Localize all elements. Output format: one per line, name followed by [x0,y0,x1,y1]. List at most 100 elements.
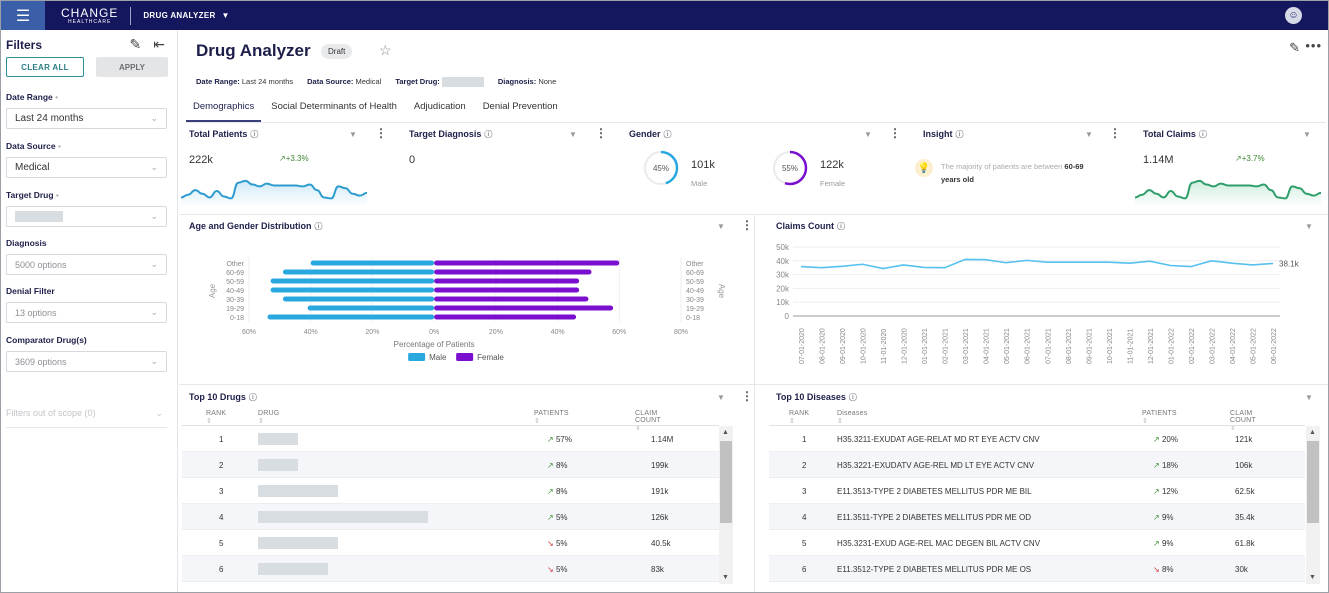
data-point[interactable] [1148,260,1151,263]
info-icon[interactable]: ⓘ [484,130,493,139]
data-point[interactable] [861,263,864,266]
apply-button[interactable]: APPLY [96,57,168,77]
data-point[interactable] [1189,265,1192,268]
table-row[interactable]: 5 ↘ 5% 40.5k [182,530,719,556]
data-point[interactable] [943,266,946,269]
clear-all-button[interactable]: CLEAR ALL [6,57,84,77]
data-point[interactable] [882,267,885,270]
bar-male[interactable] [267,314,435,320]
filter-icon[interactable]: ▼ [1305,222,1313,231]
table-row[interactable]: 3 ↗ 8% 191k [182,478,719,504]
filter-select-denial-filter[interactable]: 13 options ⌄ [6,302,167,323]
info-icon[interactable]: ⓘ [1198,130,1207,139]
scroll-up-icon[interactable]: ▲ [1309,429,1316,436]
bar-male[interactable] [282,269,435,275]
change-healthcare-logo[interactable]: CHANGE HEALTHCARE [61,7,118,25]
kebab-menu-icon[interactable]: ⋮ [375,126,387,140]
edit-pencil-icon[interactable]: ✎ [1289,40,1300,55]
table-row[interactable]: 6 E11.3512-TYPE 2 DIABETES MELLITUS PDR M… [769,556,1305,582]
info-icon[interactable]: ⓘ [314,222,323,231]
data-point[interactable] [1066,261,1069,264]
kebab-menu-icon[interactable]: ⋮ [1109,126,1121,140]
data-point[interactable] [1046,261,1049,264]
filter-select-date-range[interactable]: Last 24 months ⌄ [6,108,167,129]
data-point[interactable] [1005,261,1008,264]
data-point[interactable] [1025,259,1028,262]
table-row[interactable]: 2 H35.3221-EXUDATV AGE-REL MD LT EYE ACTV… [769,452,1305,478]
tab-adjudication[interactable]: Adjudication [413,101,466,112]
edit-pencil-icon[interactable]: ✎ [129,36,142,52]
tab-social-determinants[interactable]: Social Determinants of Health [271,101,397,112]
info-icon[interactable]: ⓘ [848,393,857,402]
data-point[interactable] [964,258,967,261]
data-point[interactable] [902,263,905,266]
table-row[interactable]: 4 ↗ 5% 126k [182,504,719,530]
bar-male[interactable] [270,278,435,284]
bar-female[interactable] [434,305,614,311]
bar-male[interactable] [310,260,435,266]
filter-icon[interactable]: ▼ [864,130,872,139]
tab-denial-prevention[interactable]: Denial Prevention [482,101,558,112]
data-point[interactable] [1230,262,1233,265]
filter-icon[interactable]: ▼ [1305,393,1313,402]
info-icon[interactable]: ⓘ [250,130,259,139]
table-scrollbar[interactable]: ▲ ▼ [719,426,733,584]
data-point[interactable] [841,265,844,268]
column-header-rank[interactable]: RANK ⇕ [789,410,809,425]
claims-line[interactable] [800,258,1274,270]
tab-demographics[interactable]: Demographics [186,96,262,122]
data-point[interactable] [923,266,926,269]
filter-icon[interactable]: ▼ [1085,130,1093,139]
bar-male[interactable] [282,296,435,302]
filter-select-target-drug[interactable]: ⌄ [6,206,167,227]
info-icon[interactable]: ⓘ [663,130,672,139]
filter-select-data-source[interactable]: Medical ⌄ [6,157,167,178]
table-row[interactable]: 5 H35.3231-EXUD AGE-REL MAC DEGEN BIL ACT… [769,530,1305,556]
column-header-claim-count[interactable]: CLAIM COUNT ⇕ [635,410,661,432]
bar-female[interactable] [434,278,580,284]
data-point[interactable] [1251,263,1254,266]
data-point[interactable] [1087,261,1090,264]
bar-male[interactable] [307,305,435,311]
favorite-star-icon[interactable]: ☆ [379,42,392,58]
data-point[interactable] [820,266,823,269]
table-row[interactable]: 3 E11.3513-TYPE 2 DIABETES MELLITUS PDR M… [769,478,1305,504]
data-point[interactable] [1210,259,1213,262]
kebab-menu-icon[interactable]: ⋮ [741,218,753,232]
kebab-menu-icon[interactable]: ⋮ [595,126,607,140]
app-switcher-dropdown[interactable]: DRUG ANALYZER ▼ [143,11,229,20]
column-header-patients[interactable]: PATIENTS ⇕ [1142,410,1177,425]
scroll-up-icon[interactable]: ▲ [722,429,729,436]
column-header-rank[interactable]: RANK ⇕ [206,410,226,425]
data-point[interactable] [984,258,987,261]
column-header-patients[interactable]: PATIENTS ⇕ [534,410,569,425]
column-header-claim-count[interactable]: CLAIM COUNT ⇕ [1230,410,1256,432]
data-point[interactable] [1169,264,1172,267]
filters-out-of-scope-toggle[interactable]: Filters out of scope (0) ⌄ [6,408,167,428]
bar-female[interactable] [434,296,589,302]
info-icon[interactable]: ⓘ [837,222,846,231]
table-row[interactable]: 1 ↗ 57% 1.14M [182,426,719,452]
filter-icon[interactable]: ▼ [1303,130,1311,139]
table-row[interactable]: 1 H35.3211-EXUDAT AGE-RELAT MD RT EYE ACT… [769,426,1305,452]
data-point[interactable] [1107,261,1110,264]
filter-icon[interactable]: ▼ [349,130,357,139]
table-row[interactable]: 2 ↗ 8% 199k [182,452,719,478]
collapse-sidebar-icon[interactable]: ⇤ [153,36,165,52]
legend-swatch-female[interactable] [456,353,474,361]
scroll-down-icon[interactable]: ▼ [722,574,729,581]
kebab-menu-icon[interactable]: ⋮ [741,389,753,403]
info-icon[interactable]: ⓘ [955,130,964,139]
column-header-diseases[interactable]: Diseases ⇕ [837,410,867,425]
data-point[interactable] [1128,262,1131,265]
data-point[interactable] [800,265,803,268]
scrollbar-thumb[interactable] [720,441,732,523]
bar-female[interactable] [434,314,577,320]
table-row[interactable]: 4 E11.3511-TYPE 2 DIABETES MELLITUS PDR M… [769,504,1305,530]
table-scrollbar[interactable]: ▲ ▼ [1306,426,1320,584]
filter-select-comparator-drug-s[interactable]: 3609 options ⌄ [6,351,167,372]
table-row[interactable]: 6 ↘ 5% 83k [182,556,719,582]
info-icon[interactable]: ⓘ [248,393,257,402]
filter-icon[interactable]: ▼ [717,222,725,231]
scroll-down-icon[interactable]: ▼ [1309,574,1316,581]
